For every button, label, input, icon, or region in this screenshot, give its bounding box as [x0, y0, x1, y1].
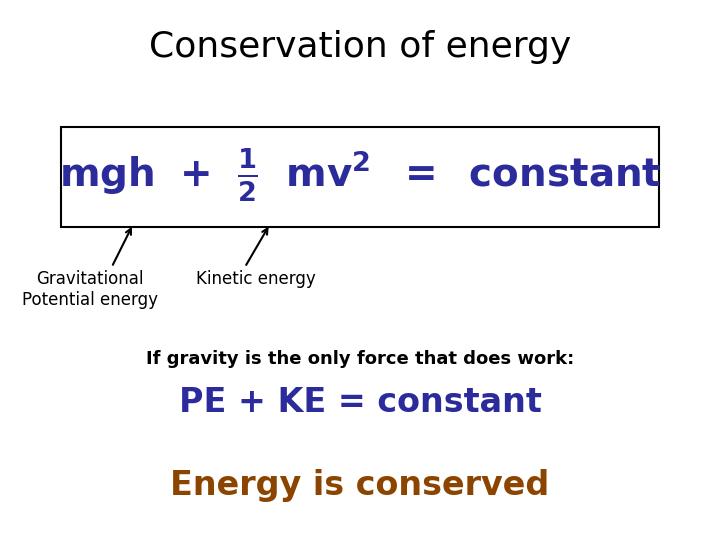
Text: Energy is conserved: Energy is conserved: [171, 469, 549, 503]
Text: $\mathbf{mgh}$  $\mathbf{+}$  $\mathbf{\frac{1}{2}}$  $\mathbf{mv^2}$  $\mathbf{: $\mathbf{mgh}$ $\mathbf{+}$ $\mathbf{\fr…: [59, 147, 661, 204]
Text: If gravity is the only force that does work:: If gravity is the only force that does w…: [146, 350, 574, 368]
Text: Conservation of energy: Conservation of energy: [149, 30, 571, 64]
Text: Gravitational
Potential energy: Gravitational Potential energy: [22, 270, 158, 309]
FancyBboxPatch shape: [61, 127, 659, 227]
Text: Kinetic energy: Kinetic energy: [196, 270, 315, 288]
Text: PE + KE = constant: PE + KE = constant: [179, 386, 541, 419]
